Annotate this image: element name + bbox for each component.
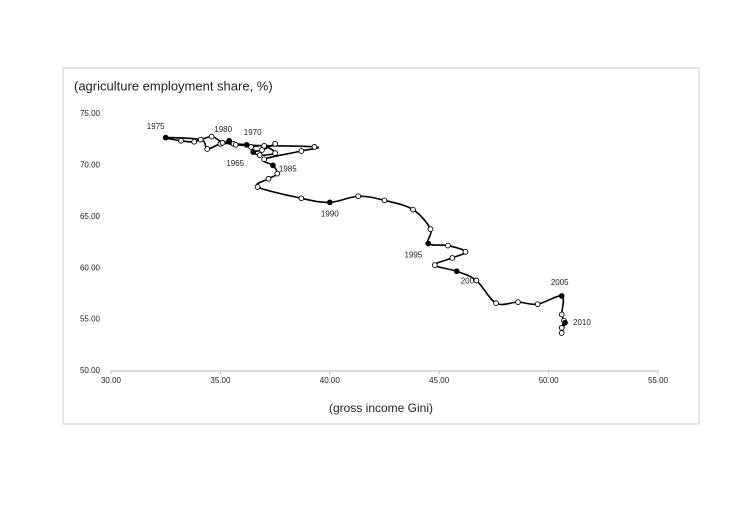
data-point — [515, 299, 521, 305]
data-point — [254, 184, 261, 190]
data-point — [250, 149, 257, 155]
data-point — [558, 311, 565, 318]
data-point — [162, 134, 169, 141]
data-point — [410, 206, 416, 213]
data-point — [204, 146, 211, 152]
data-point — [534, 301, 541, 308]
y-tick-label: 65.00 — [80, 212, 101, 221]
data-point — [226, 137, 233, 144]
y-tick-label: 70.00 — [80, 161, 101, 170]
data-point — [298, 148, 305, 154]
point-label: 1985 — [279, 165, 297, 174]
point-label: 2000 — [461, 276, 479, 285]
data-point — [462, 248, 469, 255]
data-point — [272, 150, 278, 156]
y-tick-label: 75.00 — [80, 109, 101, 118]
data-point — [326, 199, 333, 206]
x-tick-label: 35.00 — [210, 376, 231, 385]
data-point — [219, 139, 226, 146]
data-point — [445, 242, 451, 249]
x-tick-label: 55.00 — [648, 376, 669, 385]
data-point — [178, 137, 184, 144]
data-point — [232, 141, 239, 148]
data-point — [261, 156, 268, 163]
data-point — [558, 293, 565, 299]
data-point — [558, 330, 565, 336]
x-tick-label: 40.00 — [320, 376, 341, 385]
data-point — [270, 162, 276, 169]
data-point — [558, 324, 565, 331]
y-tick-label: 60.00 — [80, 263, 101, 272]
point-label: 2005 — [551, 278, 569, 287]
data-point — [265, 175, 272, 182]
x-tick-label: 50.00 — [539, 376, 560, 385]
point-label: 1995 — [404, 251, 422, 260]
data-point — [493, 300, 499, 307]
point-label: 1975 — [147, 122, 165, 131]
data-point — [272, 140, 278, 147]
data-point — [243, 141, 250, 148]
data-point — [208, 133, 215, 140]
data-point — [197, 136, 204, 143]
point-label: 2010 — [573, 318, 591, 327]
data-point — [261, 143, 268, 149]
data-point — [381, 197, 388, 204]
chart-frame — [62, 67, 700, 425]
x-tick-label: 30.00 — [101, 376, 122, 385]
chart-title: (agriculture employment share, %) — [74, 78, 273, 93]
data-point — [311, 144, 318, 150]
point-label: 1970 — [244, 128, 262, 137]
data-point — [427, 226, 434, 232]
data-point — [248, 144, 254, 150]
data-point — [425, 240, 432, 247]
data-point — [453, 268, 460, 275]
data-point — [355, 193, 362, 200]
point-label: 1990 — [321, 210, 339, 219]
point-label: 1965 — [226, 159, 244, 168]
x-axis-label: (gross income Gini) — [329, 401, 433, 415]
data-point — [256, 152, 263, 158]
y-tick-label: 55.00 — [80, 315, 101, 324]
data-point — [274, 170, 281, 177]
data-point — [431, 262, 438, 268]
x-tick-label: 45.00 — [429, 376, 450, 385]
y-tick-label: 50.00 — [80, 366, 101, 375]
data-point — [298, 195, 305, 202]
data-point — [473, 277, 480, 284]
point-label: 1980 — [214, 125, 232, 134]
data-point — [449, 255, 456, 261]
data-point — [562, 319, 568, 326]
data-point — [191, 138, 197, 145]
